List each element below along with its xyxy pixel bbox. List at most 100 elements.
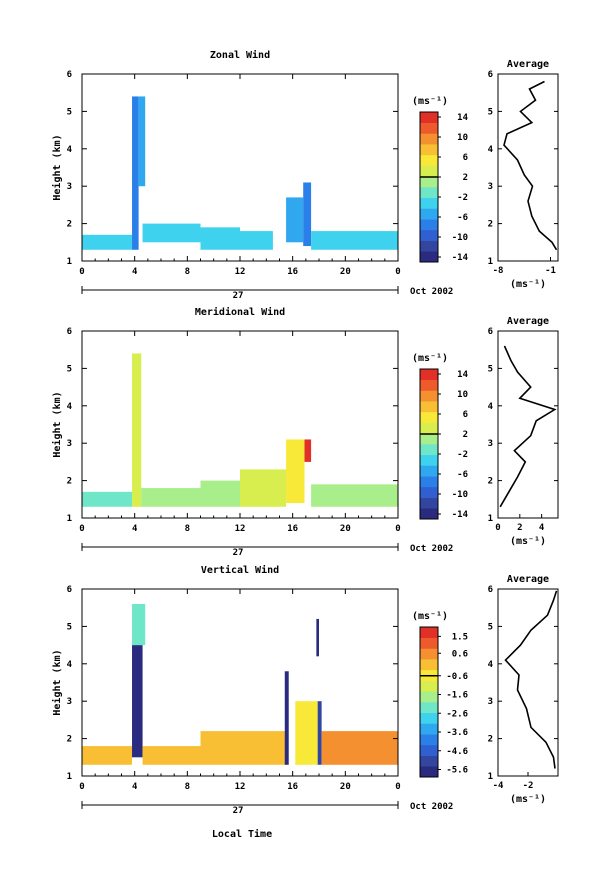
colorbar-swatch [420, 154, 438, 166]
profile-y-tick-label: 4 [488, 660, 494, 670]
colorbar-tick-label: -3.6 [446, 728, 468, 738]
colorbar-tick-label: 6 [463, 410, 468, 420]
colorbar-swatch [420, 369, 438, 381]
x-tick-label: 4 [132, 524, 138, 534]
x-tick-label: 12 [235, 267, 246, 277]
profile-y-tick-label: 1 [488, 514, 493, 524]
colorbar-swatch [420, 444, 438, 456]
profile-y-tick-label: 3 [488, 439, 493, 449]
colorbar-tick-label: -14 [452, 253, 469, 263]
date-month-label: Oct 2002 [410, 802, 453, 812]
x-tick-label: 20 [340, 267, 351, 277]
colorbar-swatch [420, 401, 438, 413]
colorbar-tick-label: 1.5 [452, 632, 468, 642]
x-tick-label: 20 [340, 782, 351, 792]
profile-line [499, 345, 557, 508]
colorbar-swatch [420, 176, 438, 188]
colorbar-swatch [420, 379, 438, 391]
colorbar-tick-label: -2.6 [446, 709, 468, 719]
y-tick-label: 3 [67, 439, 72, 449]
heatmap-cell [82, 234, 133, 250]
colorbar-swatch [420, 465, 438, 477]
colorbar-frame [419, 368, 439, 520]
colorbar-tick-label: -2 [457, 193, 468, 203]
x-axis-label: Local Time [212, 828, 272, 840]
colorbar-swatch [420, 627, 438, 639]
colorbar-tick-label: -4.6 [446, 747, 468, 757]
colorbar-swatch [420, 691, 438, 703]
y-tick-label: 6 [67, 70, 72, 80]
colorbar-swatch [420, 476, 438, 488]
profile-y-tick-label: 5 [488, 364, 493, 374]
profile-x-tick-label: -1 [545, 266, 556, 276]
x-tick-label: 20 [340, 524, 351, 534]
date-day-label: 27 [233, 548, 244, 558]
x-tick-label: 0 [395, 782, 400, 792]
profile-y-tick-label: 4 [488, 145, 494, 155]
colorbar-swatch [420, 411, 438, 423]
colorbar-swatch [420, 240, 438, 252]
profile-y-tick-label: 4 [488, 402, 494, 412]
heatmap-cell [82, 491, 133, 507]
profile-x-tick-label: -4 [493, 781, 504, 791]
colorbar-swatch [420, 390, 438, 402]
x-tick-label: 0 [395, 267, 400, 277]
profile-y-tick-label: 5 [488, 107, 493, 117]
colorbar-tick-label: -1.6 [446, 691, 468, 701]
chart-title: Meridional Wind [195, 306, 285, 318]
y-tick-label: 1 [67, 772, 72, 782]
colorbar-tick-label: -10 [452, 490, 468, 500]
profile-line [503, 80, 558, 251]
heatmap-cell [311, 484, 398, 507]
heatmap-cell [304, 439, 312, 462]
colorbar-swatch [420, 723, 438, 735]
colorbar-swatch [420, 497, 438, 509]
profile-title: Average [507, 316, 549, 327]
profile-x-tick-label: 4 [539, 523, 545, 533]
profile-x-label: (ms⁻¹) [510, 536, 546, 547]
y-axis-label: Height (km) [51, 134, 63, 200]
colorbar-tick-label: 14 [457, 370, 468, 380]
heatmap-cell [142, 746, 201, 765]
colorbar-swatch [420, 165, 438, 177]
colorbar-swatch [420, 755, 438, 767]
colorbar-tick-label: 0.6 [452, 649, 468, 659]
x-tick-label: 8 [185, 782, 190, 792]
colorbar-tick-label: 2 [463, 430, 468, 440]
colorbar-frame [419, 111, 439, 263]
colorbar-swatch [420, 133, 438, 145]
colorbar-swatch [420, 702, 438, 714]
colorbar-unit: (ms⁻¹) [412, 611, 448, 622]
profile-x-label: (ms⁻¹) [510, 794, 546, 805]
heatmap-cell [200, 480, 240, 507]
profile-y-tick-label: 6 [488, 585, 493, 595]
profile-x-tick-label: 2 [517, 523, 522, 533]
x-tick-label: 16 [287, 267, 298, 277]
colorbar-swatch [420, 766, 438, 778]
colorbar-swatch [420, 144, 438, 156]
y-tick-label: 5 [67, 107, 72, 117]
chart-title: Vertical Wind [201, 564, 279, 576]
colorbar-swatch [420, 112, 438, 124]
profile-x-tick-label: -8 [493, 266, 504, 276]
heatmap-cell [284, 671, 289, 765]
colorbar-tick-label: -0.6 [446, 672, 468, 682]
colorbar-swatch [420, 422, 438, 434]
profile-title: Average [507, 59, 549, 70]
y-tick-label: 4 [67, 145, 73, 155]
y-tick-label: 3 [67, 182, 72, 192]
profile-y-tick-label: 6 [488, 327, 493, 337]
colorbar-swatch [420, 486, 438, 498]
colorbar-tick-label: -10 [452, 233, 468, 243]
heatmap-cell [286, 439, 305, 504]
y-axis-label: Height (km) [51, 649, 63, 715]
colorbar-tick-label: 2 [463, 173, 468, 183]
profile-x-tick-label: -2 [523, 781, 534, 791]
colorbar-swatch [420, 734, 438, 746]
y-tick-label: 2 [67, 220, 72, 230]
profile-x-label: (ms⁻¹) [510, 279, 546, 290]
x-tick-label: 8 [185, 524, 190, 534]
